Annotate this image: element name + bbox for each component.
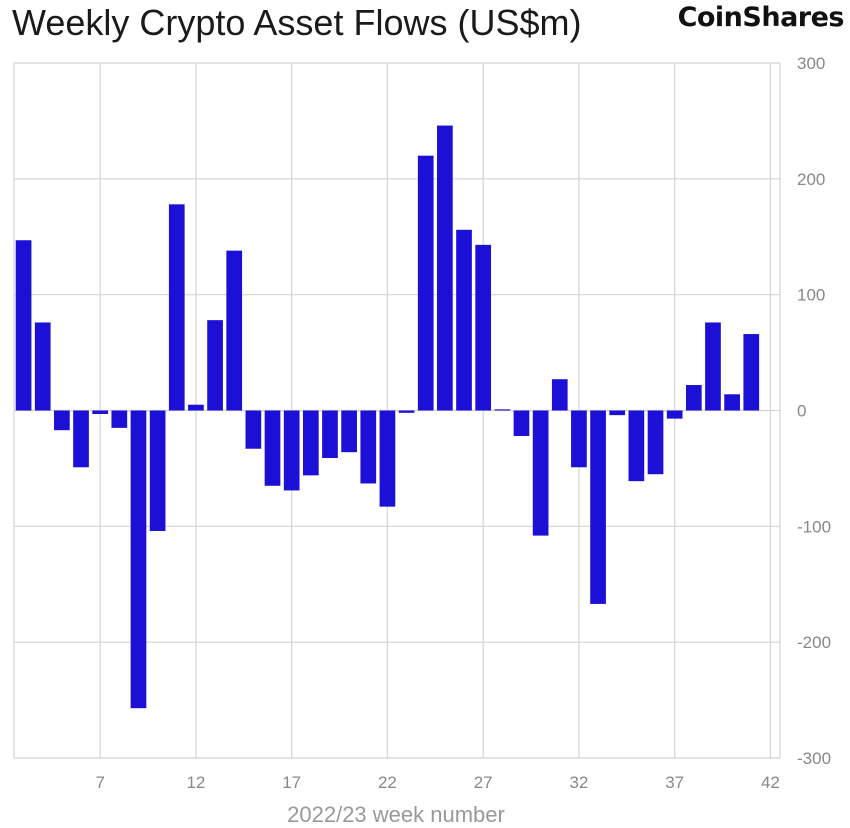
grid-lines	[13, 62, 781, 759]
x-tick-label: 27	[474, 773, 493, 792]
bar-week-16	[264, 410, 281, 486]
x-tick-labels: 7 12 17 22 27 32 37 42	[95, 773, 779, 792]
bar-week-8	[111, 410, 128, 428]
bar-week-35	[628, 410, 645, 482]
x-tick-label: 17	[282, 773, 301, 792]
bar-week-4	[34, 322, 51, 411]
bar-week-11	[168, 204, 185, 411]
chart-title: Weekly Crypto Asset Flows (US$m)	[12, 2, 582, 43]
bar-week-3	[15, 240, 32, 411]
x-tick-label: 22	[378, 773, 397, 792]
x-tick-label: 12	[186, 773, 205, 792]
bar-week-12	[188, 404, 204, 411]
bar-week-32	[571, 410, 587, 468]
bar-week-23	[398, 410, 415, 413]
bar-week-34	[609, 410, 626, 416]
bar-week-15	[245, 410, 262, 449]
bar-week-17	[283, 410, 300, 491]
x-axis-label: 2022/23 week number	[287, 802, 505, 827]
bar-week-7	[92, 410, 109, 414]
y-tick-label: -100	[797, 517, 831, 536]
bar-week-9	[130, 410, 147, 709]
bar-week-20	[341, 410, 357, 453]
bar-week-29	[513, 410, 530, 436]
bar-week-40	[724, 394, 740, 411]
bar-week-36	[647, 410, 664, 475]
bar-week-28	[494, 409, 511, 411]
bar-week-22	[379, 410, 396, 507]
bar-week-37	[666, 410, 683, 419]
bar-week-31	[551, 379, 568, 411]
x-tick-label: 37	[665, 773, 684, 792]
bar-week-13	[207, 320, 223, 411]
y-tick-label: 300	[797, 54, 825, 73]
bar-week-26	[456, 229, 472, 411]
y-tick-label: 100	[797, 286, 825, 305]
bar-week-21	[360, 410, 377, 484]
coinshares-logo: CoinShares	[677, 2, 845, 33]
x-tick-label: 42	[761, 773, 780, 792]
x-tick-label: 7	[95, 773, 104, 792]
bar-week-30	[532, 410, 549, 536]
y-tick-label: 0	[797, 402, 806, 421]
y-tick-label: -200	[797, 633, 831, 652]
x-tick-label: 32	[569, 773, 588, 792]
y-tick-label: 200	[797, 170, 825, 189]
bar-week-27	[475, 244, 492, 411]
bar-week-39	[705, 322, 721, 411]
bar-week-14	[226, 250, 243, 411]
bar-week-38	[685, 385, 702, 411]
bar-week-5	[54, 410, 70, 431]
y-tick-labels: 300 200 100 0 -100 -200 -300	[797, 54, 831, 768]
bars	[15, 125, 760, 709]
bar-week-24	[417, 155, 434, 411]
y-tick-label: -300	[797, 749, 831, 768]
bar-week-10	[149, 410, 166, 531]
bar-week-6	[73, 410, 89, 468]
bar-week-19	[322, 410, 338, 458]
bar-week-25	[437, 125, 453, 411]
bar-week-18	[302, 410, 319, 476]
bar-week-33	[590, 410, 606, 604]
bar-week-41	[743, 334, 760, 411]
